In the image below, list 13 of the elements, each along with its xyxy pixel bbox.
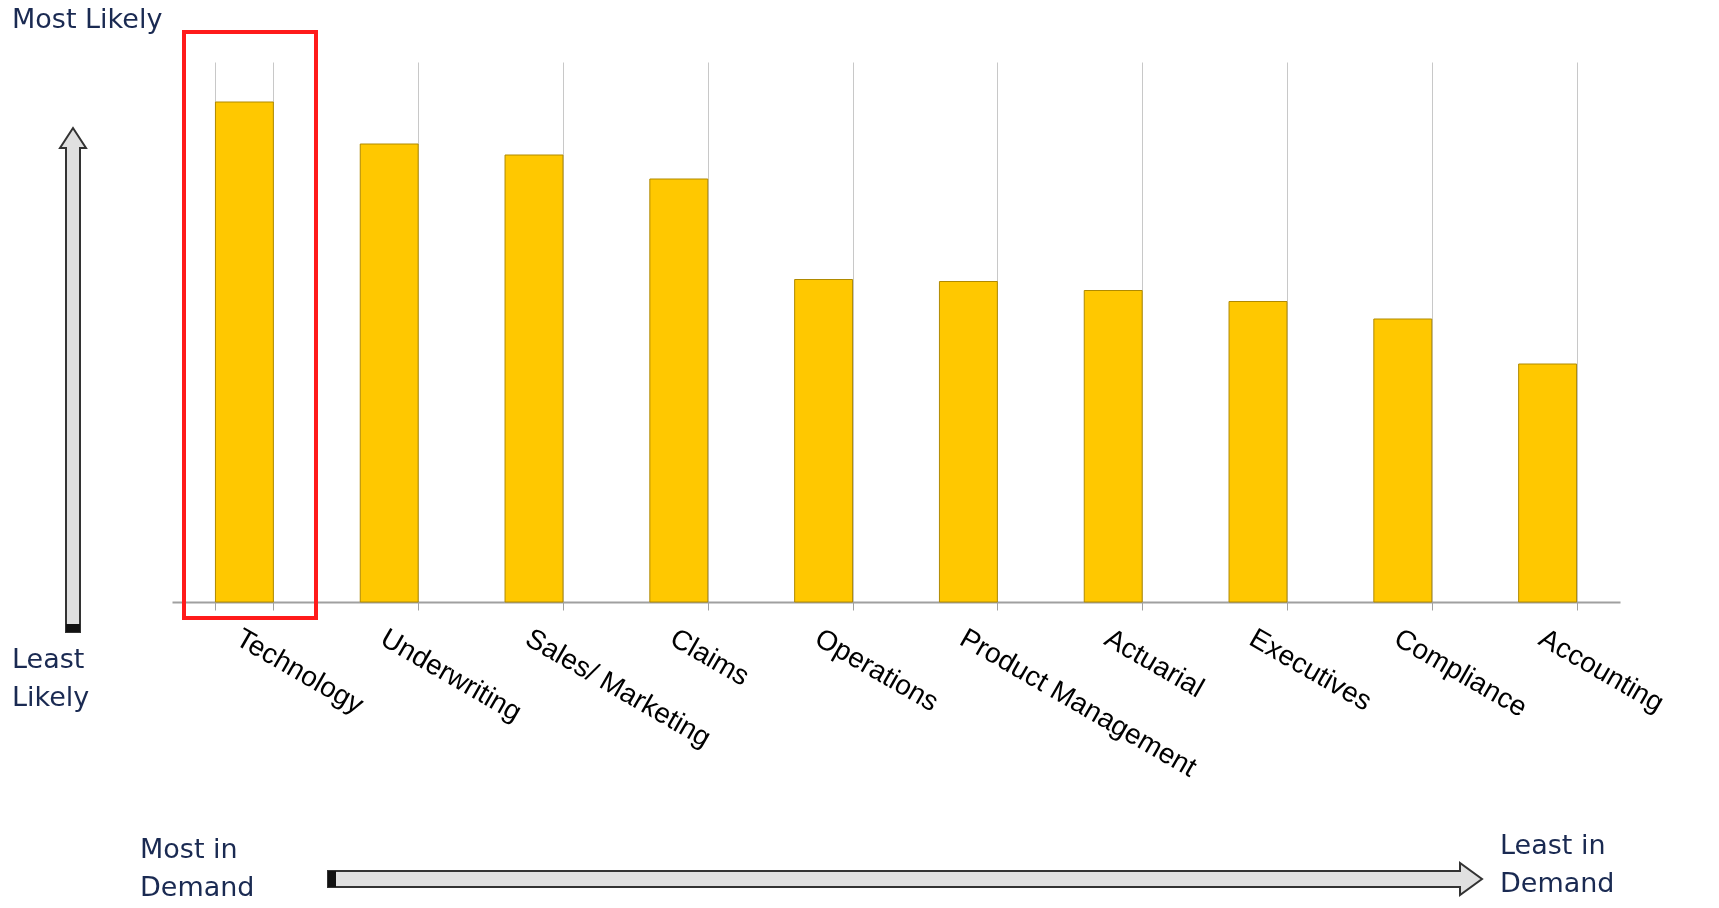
text: Most in Demand: [140, 832, 255, 904]
bar: [1228, 301, 1288, 603]
text: Least Likely: [12, 642, 90, 714]
bar: [794, 279, 854, 603]
bar: [649, 178, 709, 603]
bar: [938, 281, 998, 603]
text: Least in Demand: [1500, 828, 1615, 900]
text: Most Likely: [12, 2, 163, 36]
bar: [1373, 318, 1433, 603]
bar: [504, 154, 564, 603]
bar: [1083, 290, 1143, 603]
bar: [1518, 363, 1578, 603]
bar: [359, 143, 419, 603]
